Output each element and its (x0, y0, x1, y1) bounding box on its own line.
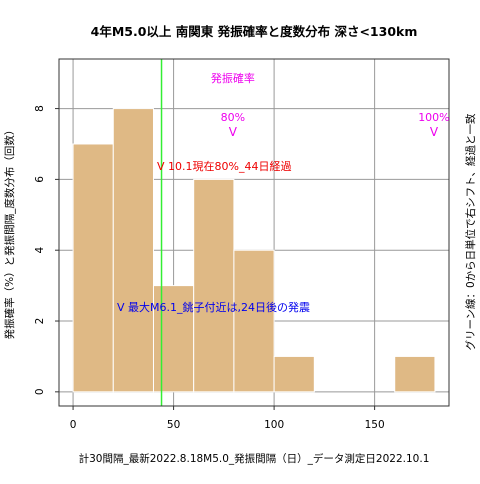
histogram-bar (193, 178, 235, 393)
histogram-bar (72, 143, 114, 393)
y-tick-label: 4 (34, 247, 46, 254)
bar-layer (72, 108, 436, 393)
current-status-annotation: V 10.1現在80%_44日経過 (157, 160, 291, 173)
x-axis-label: 計30間隔_最新2022.8.18M5.0_発振間隔（日）_データ測定日2022… (79, 452, 430, 465)
x-tick-label: 150 (365, 419, 385, 431)
y-tick-label: 0 (34, 388, 46, 395)
y-tick-label: 8 (34, 105, 46, 112)
right-axis-label: グリーン線：0から日単位で右シフト、経過と一致 (464, 113, 477, 350)
y-axis-label: 発振確率（%）と発振間隔_度数分布（回数） (3, 125, 16, 340)
max-magnitude-annotation: V 最大M6.1_銚子付近は,24日後の発震 (117, 300, 310, 314)
probability-value-label: 100% (418, 111, 449, 124)
x-tick-label: 100 (264, 419, 284, 431)
histogram-bar (233, 249, 275, 393)
histogram-bar (152, 285, 195, 393)
probability-marker: V (430, 125, 439, 139)
plot-frame (58, 58, 450, 407)
probability-value-label: 80% (221, 111, 245, 124)
probability-marker: V (229, 125, 238, 139)
y-tick-label: 6 (34, 176, 46, 183)
y-tick-label: 2 (34, 318, 46, 325)
chart-title: 4年M5.0以上 南関東 発振確率と度数分布 深さ<130km (91, 24, 418, 39)
histogram-bar (273, 355, 315, 393)
histogram-bar (112, 108, 154, 393)
tick-layer: 0 50 100 150 0 2 4 6 8 (34, 105, 385, 431)
probability-label: 発振確率 (211, 71, 255, 85)
x-tick-label: 0 (70, 419, 77, 431)
histogram-bar (394, 355, 436, 393)
x-tick-label: 50 (167, 419, 180, 431)
